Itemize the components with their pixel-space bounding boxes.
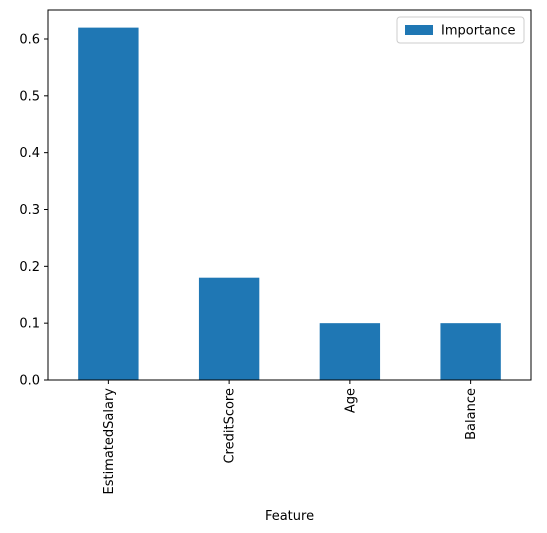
legend-box	[396, 16, 525, 44]
bar-Age	[319, 323, 381, 380]
y-tick-label: 0.3	[19, 203, 40, 218]
y-tick-label: 0.4	[19, 146, 40, 161]
y-tick-label: 0.5	[19, 89, 40, 104]
x-axis: EstimatedSalary CreditScore Age Balance	[102, 380, 479, 495]
x-axis-label: Feature	[265, 509, 314, 524]
x-tick-label: Age	[343, 388, 358, 413]
y-tick-label: 0.0	[19, 374, 40, 389]
legend: Importance	[396, 16, 525, 44]
y-tick-label: 0.1	[19, 317, 40, 332]
y-tick-label: 0.2	[19, 260, 40, 275]
x-tick-label: EstimatedSalary	[102, 388, 117, 495]
legend-label: Importance	[441, 24, 516, 39]
y-tick-label: 0.6	[19, 32, 40, 47]
y-axis: 0.0 0.1 0.2 0.3 0.4 0.5 0.6	[19, 32, 48, 389]
bar-CreditScore	[198, 277, 260, 380]
bar-EstimatedSalary	[78, 27, 139, 380]
x-tick-label: CreditScore	[223, 388, 238, 464]
x-tick-label: Balance	[464, 388, 479, 440]
bar-Balance	[440, 323, 501, 380]
plot-frame	[47, 9, 532, 381]
legend-swatch	[405, 25, 433, 35]
bars-group	[78, 27, 501, 380]
